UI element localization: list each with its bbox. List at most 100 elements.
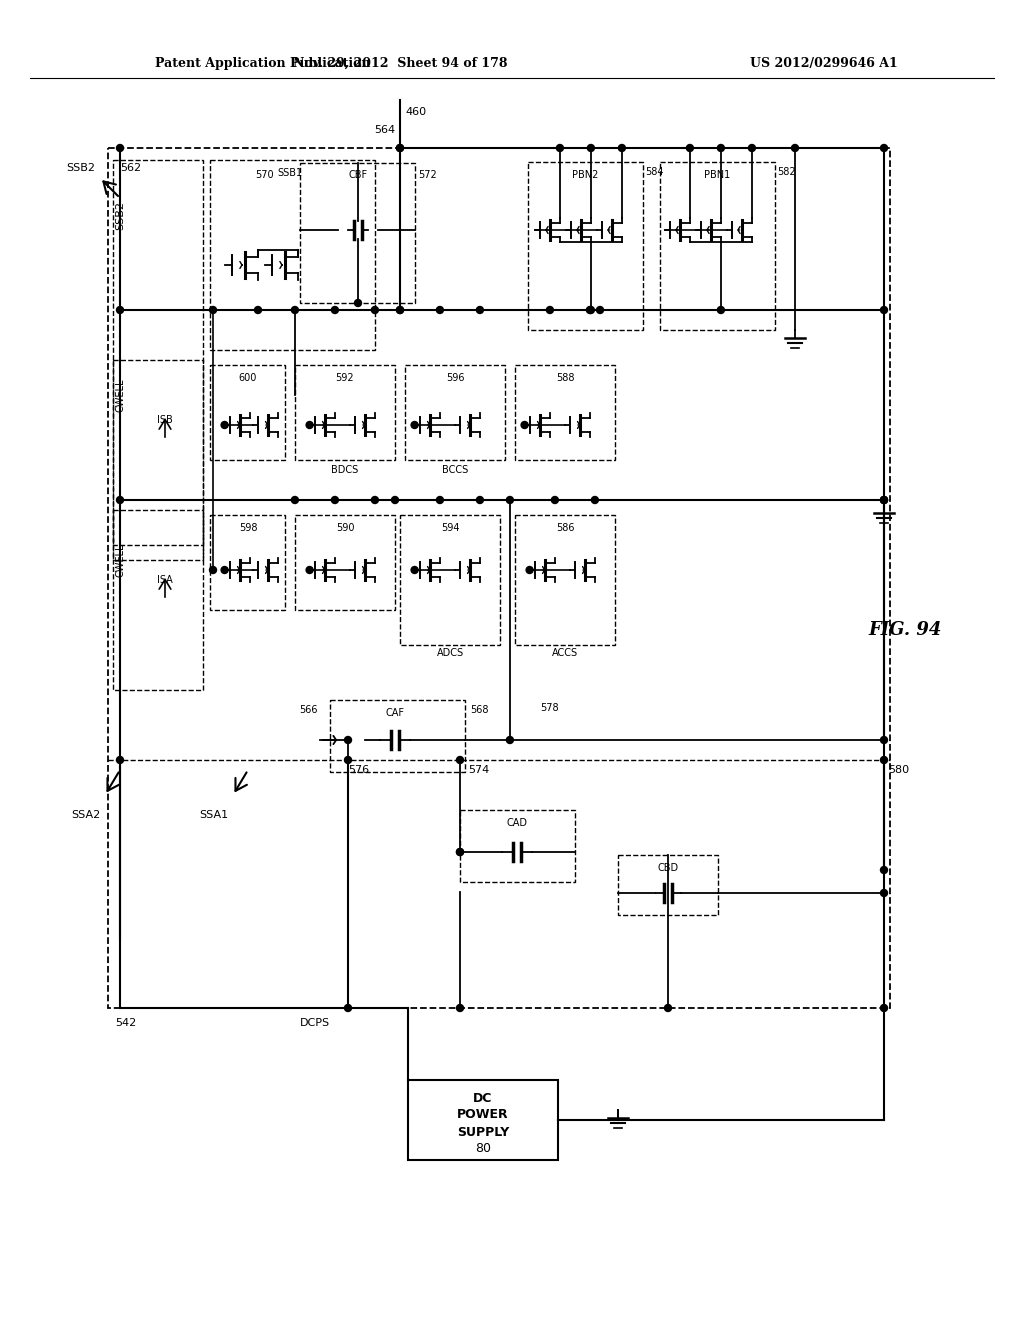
Circle shape [396,306,403,314]
Circle shape [881,756,888,763]
Circle shape [597,306,603,314]
Circle shape [881,496,888,503]
Bar [295,515,395,610]
Text: CAD: CAD [507,818,527,828]
Circle shape [117,144,124,152]
Text: 576: 576 [348,766,369,775]
Bar [515,366,615,459]
Circle shape [476,306,483,314]
Text: SSA2: SSA2 [71,810,100,820]
Text: 588: 588 [556,374,574,383]
Text: Patent Application Publication: Patent Application Publication [155,57,371,70]
Circle shape [117,496,124,503]
Bar [295,366,395,459]
Text: 592: 592 [336,374,354,383]
Circle shape [354,300,361,306]
Circle shape [457,1005,464,1011]
Text: FIG. 94: FIG. 94 [868,620,942,639]
Bar [210,366,285,459]
Text: 562: 562 [120,162,141,173]
Text: ISB: ISB [157,414,173,425]
Circle shape [436,496,443,503]
Bar [618,855,718,915]
Circle shape [457,849,464,855]
Text: BDCS: BDCS [332,465,358,475]
Circle shape [507,496,513,503]
Circle shape [588,306,594,314]
Circle shape [436,306,443,314]
Text: 574: 574 [468,766,489,775]
Circle shape [391,496,398,503]
Circle shape [332,306,338,314]
Circle shape [881,890,888,896]
Text: CAF: CAF [385,708,404,718]
Circle shape [556,144,563,152]
Bar [210,160,375,350]
Circle shape [457,756,464,763]
Circle shape [881,496,888,503]
Bar [210,515,285,610]
Bar [113,360,203,545]
Circle shape [332,496,338,503]
Text: 586: 586 [556,523,574,533]
Bar [460,810,575,882]
Circle shape [457,849,464,855]
Text: CWELL: CWELL [115,379,125,412]
Circle shape [881,737,888,743]
Text: 582: 582 [777,168,796,177]
Text: 570: 570 [255,170,273,180]
Circle shape [117,306,124,314]
Text: ADCS: ADCS [436,648,464,657]
Text: Nov. 29, 2012  Sheet 94 of 178: Nov. 29, 2012 Sheet 94 of 178 [293,57,507,70]
Text: 572: 572 [418,170,437,180]
Bar [330,700,465,772]
Circle shape [476,496,483,503]
Circle shape [665,1005,672,1011]
Circle shape [588,144,594,152]
Text: SSB1: SSB1 [278,168,302,178]
Text: 460: 460 [406,107,426,117]
Text: 580: 580 [888,766,909,775]
Circle shape [344,756,351,763]
Circle shape [881,1005,888,1011]
Circle shape [592,496,598,503]
Text: BCCS: BCCS [442,465,468,475]
Bar [660,162,775,330]
Bar [515,515,615,645]
Circle shape [881,496,888,503]
Circle shape [221,566,228,573]
Text: 590: 590 [336,523,354,533]
Circle shape [210,566,216,573]
Bar [300,162,415,304]
Circle shape [117,756,124,763]
Circle shape [292,496,298,503]
Circle shape [547,306,553,314]
Text: 600: 600 [239,374,257,383]
Circle shape [210,306,216,314]
Circle shape [221,421,228,429]
Text: PBN1: PBN1 [705,170,731,180]
Circle shape [372,306,379,314]
Text: CWELL: CWELL [115,544,125,577]
Circle shape [686,144,693,152]
Bar [400,515,500,645]
Text: DC: DC [473,1092,493,1105]
Circle shape [507,737,513,743]
Bar [108,148,890,1008]
Bar [406,366,505,459]
Text: 596: 596 [445,374,464,383]
Text: DCPS: DCPS [300,1018,330,1028]
Circle shape [292,306,298,314]
Circle shape [344,737,351,743]
Text: 584: 584 [645,168,664,177]
Text: SUPPLY: SUPPLY [457,1126,509,1138]
Text: 80: 80 [475,1142,490,1155]
Circle shape [749,144,756,152]
Circle shape [526,566,534,573]
Text: SSA1: SSA1 [199,810,228,820]
Circle shape [881,144,888,152]
Circle shape [551,496,558,503]
Circle shape [587,306,593,314]
Text: PBN2: PBN2 [572,170,599,180]
Circle shape [411,566,418,573]
